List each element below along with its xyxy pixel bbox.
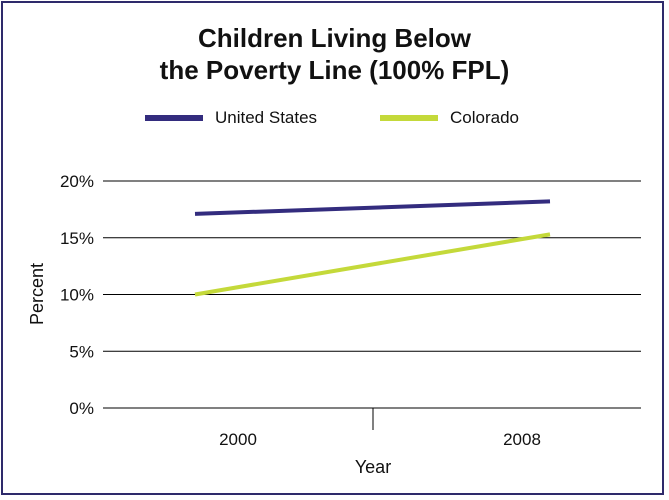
series-line-colorado <box>194 232 551 297</box>
legend-swatch-united-states <box>145 115 203 121</box>
legend-label-colorado: Colorado <box>450 108 519 127</box>
chart-frame <box>1 1 664 495</box>
y-tick-label: 20% <box>60 172 94 191</box>
x-axis-title: Year <box>355 457 391 477</box>
series-line-united-states <box>194 199 551 216</box>
y-tick-label: 5% <box>69 342 94 361</box>
x-tick-label: 2000 <box>219 430 257 449</box>
y-tick-label: 15% <box>60 229 94 248</box>
chart-title-line-2: the Poverty Line (100% FPL) <box>159 55 510 85</box>
y-tick-label: 10% <box>60 286 94 305</box>
y-tick-label: 0% <box>69 399 94 418</box>
legend-label-united-states: United States <box>215 108 318 127</box>
y-axis-title: Percent <box>27 263 47 325</box>
legend-item-united-states: United States <box>145 108 317 128</box>
legend-swatch-colorado <box>380 115 438 121</box>
chart-legend: United States Colorado <box>0 108 669 132</box>
x-tick-label: 2008 <box>503 430 541 449</box>
chart-title-line-1: Children Living Below <box>197 23 471 53</box>
legend-item-colorado: Colorado <box>380 108 519 128</box>
chart-title: Children Living Below the Poverty Line (… <box>0 22 669 86</box>
